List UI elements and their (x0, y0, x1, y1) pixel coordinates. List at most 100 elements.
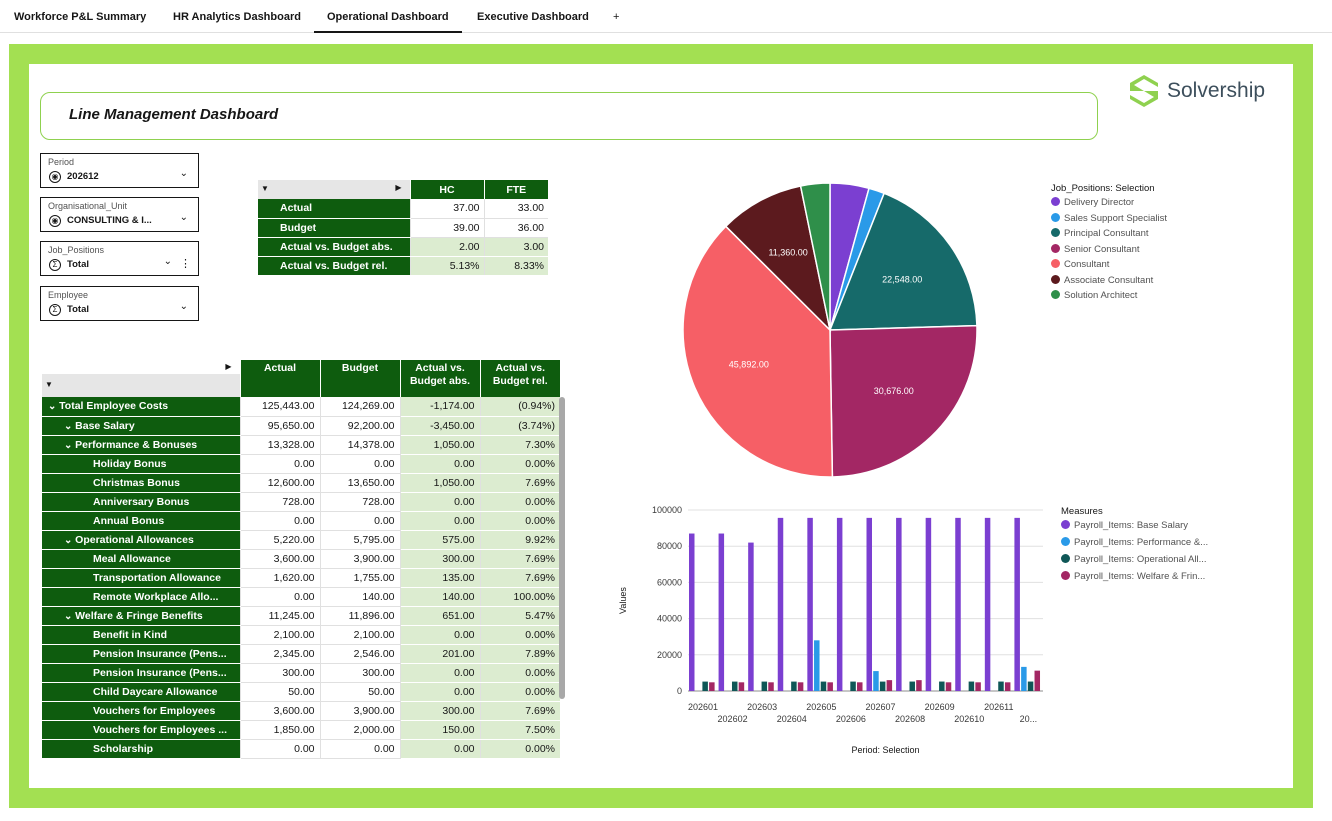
row-label[interactable]: ⌄ Welfare & Fringe Benefits (42, 606, 240, 626)
legend-item[interactable]: Payroll_Items: Welfare & Frin... (1061, 571, 1205, 582)
chevron-down-icon[interactable]: ⌄ (64, 420, 76, 432)
bar[interactable] (984, 517, 991, 691)
chevron-down-icon[interactable]: ⌄ (179, 168, 188, 179)
bar[interactable] (873, 671, 879, 691)
bar[interactable] (738, 682, 745, 691)
add-tab-button[interactable]: + (613, 11, 620, 23)
row-label[interactable]: Annual Bonus (42, 511, 240, 531)
legend-item[interactable]: Consultant (1051, 259, 1109, 270)
bar[interactable] (807, 517, 813, 691)
bar[interactable] (814, 640, 820, 691)
more-options-icon[interactable]: ⋮ (180, 258, 191, 270)
bar[interactable] (791, 681, 797, 691)
chevron-down-icon[interactable]: ⌄ (179, 301, 188, 312)
x-tick-label: 20... (1020, 714, 1038, 724)
tab-operational-dashboard[interactable]: Operational Dashboard (314, 0, 462, 33)
collapse-icon[interactable]: ▼ (261, 184, 269, 193)
row-label[interactable]: Pension Insurance (Pens... (42, 663, 240, 683)
row-label[interactable]: Scholarship (42, 739, 240, 759)
bar[interactable] (955, 517, 961, 691)
row-label[interactable]: ⌄ Performance & Bonuses (42, 435, 240, 455)
bar[interactable] (1014, 517, 1020, 691)
pie-slice-principal-consultant[interactable] (828, 192, 978, 331)
legend-item[interactable]: Payroll_Items: Performance &... (1061, 537, 1208, 548)
bar[interactable] (709, 682, 715, 691)
pie-slice-consultant[interactable] (682, 225, 834, 478)
bar[interactable] (1027, 681, 1034, 691)
bar[interactable] (850, 681, 856, 691)
bar[interactable] (702, 681, 708, 691)
scrollbar[interactable] (559, 397, 565, 699)
chevron-down-icon[interactable]: ⌄ (64, 439, 76, 451)
employee-filter[interactable]: Employee Σ Total ⌄ (40, 286, 199, 321)
bar[interactable] (925, 517, 932, 691)
job-positions-filter[interactable]: Job_Positions Σ Total ⌄ ⋮ (40, 241, 199, 276)
row-label[interactable]: ⌄ Base Salary (42, 416, 240, 436)
row-label[interactable]: ⌄ Operational Allowances (42, 530, 240, 550)
bar[interactable] (689, 533, 695, 691)
pie-slice-solution-architect[interactable] (799, 182, 831, 331)
row-label[interactable]: Pension Insurance (Pens... (42, 644, 240, 664)
pie-slice-senior-consultant[interactable] (829, 324, 978, 478)
bar[interactable] (777, 517, 784, 691)
chevron-down-icon[interactable]: ⌄ (48, 401, 60, 413)
bar[interactable] (998, 681, 1004, 691)
bar[interactable] (857, 682, 863, 691)
bar[interactable] (886, 680, 893, 691)
bar[interactable] (768, 682, 774, 691)
bar[interactable] (836, 517, 843, 691)
row-label[interactable]: Child Daycare Allowance (42, 682, 240, 702)
row-label[interactable]: Christmas Bonus (42, 473, 240, 493)
bar[interactable] (916, 680, 922, 691)
tab-workforce-pl-summary[interactable]: Workforce P&L Summary (14, 11, 147, 23)
bar[interactable] (797, 682, 804, 691)
row-label[interactable]: Anniversary Bonus (42, 492, 240, 512)
bar[interactable] (939, 681, 945, 691)
legend-item[interactable]: Solution Architect (1051, 290, 1137, 301)
row-label[interactable]: Remote Workplace Allo... (42, 587, 240, 607)
row-label[interactable]: Transportation Allowance (42, 568, 240, 588)
bar[interactable] (1004, 682, 1011, 691)
row-label[interactable]: Vouchers for Employees ... (42, 720, 240, 740)
legend-item[interactable]: Payroll_Items: Base Salary (1061, 520, 1188, 531)
tab-executive-dashboard[interactable]: Executive Dashboard (477, 11, 589, 23)
legend-label: Consultant (1064, 259, 1110, 270)
pie-slice-associate-consultant[interactable] (724, 185, 832, 333)
bar[interactable] (975, 682, 981, 691)
legend-item[interactable]: Sales Support Specialist (1051, 212, 1167, 224)
bar[interactable] (909, 681, 915, 691)
org-unit-filter[interactable]: Organisational_Unit ◉ CONSULTING & I... … (40, 197, 199, 232)
bar[interactable] (718, 533, 725, 691)
row-label[interactable]: Vouchers for Employees (42, 701, 240, 721)
expand-icon[interactable]: ▶ (225, 362, 232, 371)
bar[interactable] (1034, 670, 1041, 691)
tab-hr-analytics-dashboard[interactable]: HR Analytics Dashboard (173, 11, 301, 23)
row-label[interactable]: Holiday Bonus (42, 454, 240, 474)
chevron-down-icon[interactable]: ⌄ (64, 610, 76, 622)
bar[interactable] (761, 681, 768, 691)
legend-item[interactable]: Associate Consultant (1051, 274, 1153, 286)
bar[interactable] (945, 682, 952, 691)
row-label[interactable]: Meal Allowance (42, 549, 240, 569)
chevron-down-icon[interactable]: ⌄ (179, 212, 188, 223)
chevron-down-icon[interactable]: ⌄ (163, 256, 172, 267)
row-label[interactable]: ⌄ Total Employee Costs (42, 397, 240, 417)
bar[interactable] (748, 542, 754, 691)
bar[interactable] (820, 681, 827, 691)
bar[interactable] (896, 517, 902, 691)
legend-item[interactable]: Senior Consultant (1051, 243, 1140, 255)
legend-item[interactable]: Payroll_Items: Operational All... (1061, 554, 1207, 565)
period-filter[interactable]: Period ◉ 202612 ⌄ (40, 153, 199, 188)
legend-item[interactable]: Principal Consultant (1051, 228, 1149, 239)
bar[interactable] (731, 681, 738, 691)
row-label[interactable]: Benefit in Kind (42, 625, 240, 645)
bar[interactable] (866, 517, 873, 691)
legend-item[interactable]: Delivery Director (1051, 197, 1134, 208)
collapse-icon[interactable]: ▼ (45, 380, 53, 389)
bar[interactable] (827, 682, 833, 691)
expand-icon[interactable]: ▶ (395, 183, 402, 192)
bar[interactable] (968, 681, 975, 691)
bar[interactable] (1021, 666, 1027, 691)
bar[interactable] (879, 681, 886, 691)
chevron-down-icon[interactable]: ⌄ (64, 534, 76, 546)
